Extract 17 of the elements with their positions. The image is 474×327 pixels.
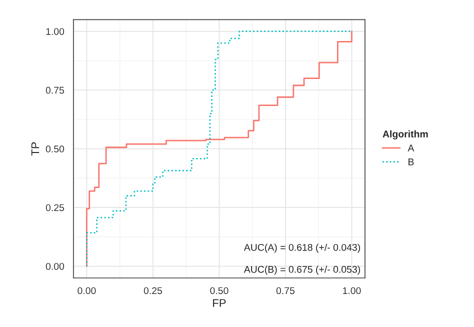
legend-label: A <box>408 144 414 152</box>
y-tick-label: 0.75 <box>46 86 64 94</box>
x-tick-label: 1.00 <box>343 287 361 294</box>
legend-label: B <box>408 158 414 166</box>
x-tick-label: 0.75 <box>276 287 295 294</box>
y-tick-label: 0.50 <box>46 146 64 152</box>
x-axis-title: FP <box>213 299 226 307</box>
x-tick-label: 0.25 <box>144 287 162 294</box>
annotation: AUC(A) = 0.618 (+/- 0.043) <box>244 244 360 253</box>
y-tick-label: 0.25 <box>46 204 64 212</box>
y-tick-label: 1.00 <box>46 28 64 35</box>
x-tick-label: 0.00 <box>78 287 96 294</box>
y-tick-label: 0.00 <box>46 262 64 270</box>
y-axis-title: TP <box>31 142 40 156</box>
legend-title: Algorithm <box>382 130 428 140</box>
annotation: AUC(B) = 0.675 (+/- 0.053) <box>244 266 360 275</box>
x-tick-label: 0.50 <box>210 287 228 294</box>
